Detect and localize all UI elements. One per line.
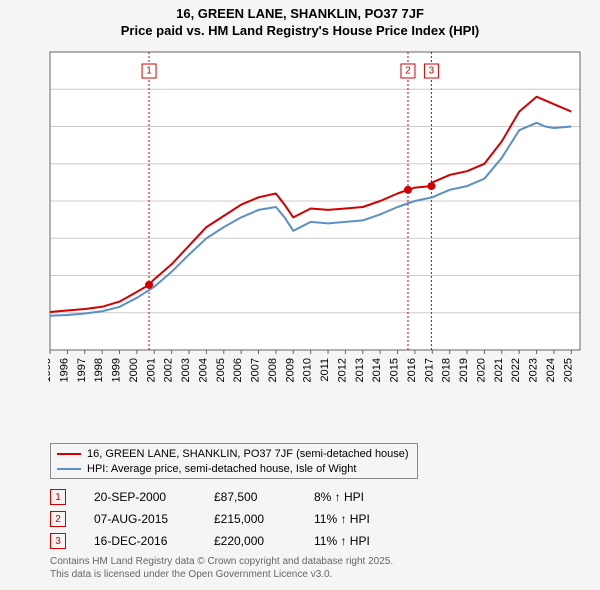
legend-row: 16, GREEN LANE, SHANKLIN, PO37 7JF (semi…: [57, 446, 411, 461]
svg-text:1999: 1999: [111, 358, 123, 382]
svg-text:2016: 2016: [406, 358, 418, 382]
legend: 16, GREEN LANE, SHANKLIN, PO37 7JF (semi…: [50, 443, 418, 479]
footnote-line2: This data is licensed under the Open Gov…: [50, 568, 393, 581]
svg-text:2006: 2006: [232, 358, 244, 382]
sale-date-1: 20-SEP-2000: [94, 490, 214, 504]
sale-price-1: £87,500: [214, 490, 314, 504]
svg-text:2004: 2004: [197, 358, 209, 382]
svg-text:2025: 2025: [562, 358, 574, 382]
svg-text:1997: 1997: [76, 358, 88, 382]
sale-hpi-1: 8% ↑ HPI: [314, 490, 414, 504]
svg-text:2017: 2017: [423, 358, 435, 382]
sale-marker-3: 3: [50, 533, 66, 549]
sale-date-3: 16-DEC-2016: [94, 534, 214, 548]
svg-text:2008: 2008: [267, 358, 279, 382]
sale-date-2: 07-AUG-2015: [94, 512, 214, 526]
legend-swatch-1: [57, 453, 81, 455]
svg-text:2005: 2005: [215, 358, 227, 382]
svg-text:2018: 2018: [441, 358, 453, 382]
svg-text:2002: 2002: [163, 358, 175, 382]
chart-container: 16, GREEN LANE, SHANKLIN, PO37 7JF Price…: [0, 0, 600, 590]
svg-text:2015: 2015: [389, 358, 401, 382]
chart-area: £0£50K£100K£150K£200K£250K£300K£350K£400…: [48, 48, 588, 398]
svg-text:2020: 2020: [475, 358, 487, 382]
svg-text:2: 2: [405, 66, 411, 77]
svg-text:2019: 2019: [458, 358, 470, 382]
svg-text:2024: 2024: [545, 358, 557, 382]
legend-label-1: 16, GREEN LANE, SHANKLIN, PO37 7JF (semi…: [87, 448, 409, 460]
sale-marker-1: 1: [50, 489, 66, 505]
sales-row: 2 07-AUG-2015 £215,000 11% ↑ HPI: [50, 508, 414, 530]
svg-text:2014: 2014: [371, 358, 383, 382]
svg-text:2013: 2013: [354, 358, 366, 382]
title-line2: Price paid vs. HM Land Registry's House …: [0, 23, 600, 40]
sale-hpi-3: 11% ↑ HPI: [314, 534, 414, 548]
svg-text:2022: 2022: [510, 358, 522, 382]
sales-row: 1 20-SEP-2000 £87,500 8% ↑ HPI: [50, 486, 414, 508]
svg-text:3: 3: [429, 66, 435, 77]
svg-text:2009: 2009: [284, 358, 296, 382]
svg-text:2012: 2012: [336, 358, 348, 382]
legend-row: HPI: Average price, semi-detached house,…: [57, 461, 411, 476]
svg-text:1: 1: [146, 66, 152, 77]
svg-text:2011: 2011: [319, 358, 331, 382]
legend-swatch-2: [57, 468, 81, 470]
svg-text:2001: 2001: [145, 358, 157, 382]
footnote: Contains HM Land Registry data © Crown c…: [50, 555, 393, 581]
sale-hpi-2: 11% ↑ HPI: [314, 512, 414, 526]
svg-text:2003: 2003: [180, 358, 192, 382]
sales-table: 1 20-SEP-2000 £87,500 8% ↑ HPI 2 07-AUG-…: [50, 486, 414, 552]
svg-text:2007: 2007: [250, 358, 262, 382]
sale-price-2: £215,000: [214, 512, 314, 526]
svg-text:2010: 2010: [302, 358, 314, 382]
legend-label-2: HPI: Average price, semi-detached house,…: [87, 463, 356, 475]
chart-svg: £0£50K£100K£150K£200K£250K£300K£350K£400…: [48, 48, 588, 398]
title-block: 16, GREEN LANE, SHANKLIN, PO37 7JF Price…: [0, 0, 600, 40]
svg-text:2000: 2000: [128, 358, 140, 382]
sale-marker-2: 2: [50, 511, 66, 527]
sales-row: 3 16-DEC-2016 £220,000 11% ↑ HPI: [50, 530, 414, 552]
svg-text:1996: 1996: [58, 358, 70, 382]
svg-text:2021: 2021: [493, 358, 505, 382]
footnote-line1: Contains HM Land Registry data © Crown c…: [50, 555, 393, 568]
title-line1: 16, GREEN LANE, SHANKLIN, PO37 7JF: [0, 6, 600, 23]
svg-text:1995: 1995: [48, 358, 53, 382]
svg-text:2023: 2023: [528, 358, 540, 382]
sale-price-3: £220,000: [214, 534, 314, 548]
svg-text:1998: 1998: [93, 358, 105, 382]
